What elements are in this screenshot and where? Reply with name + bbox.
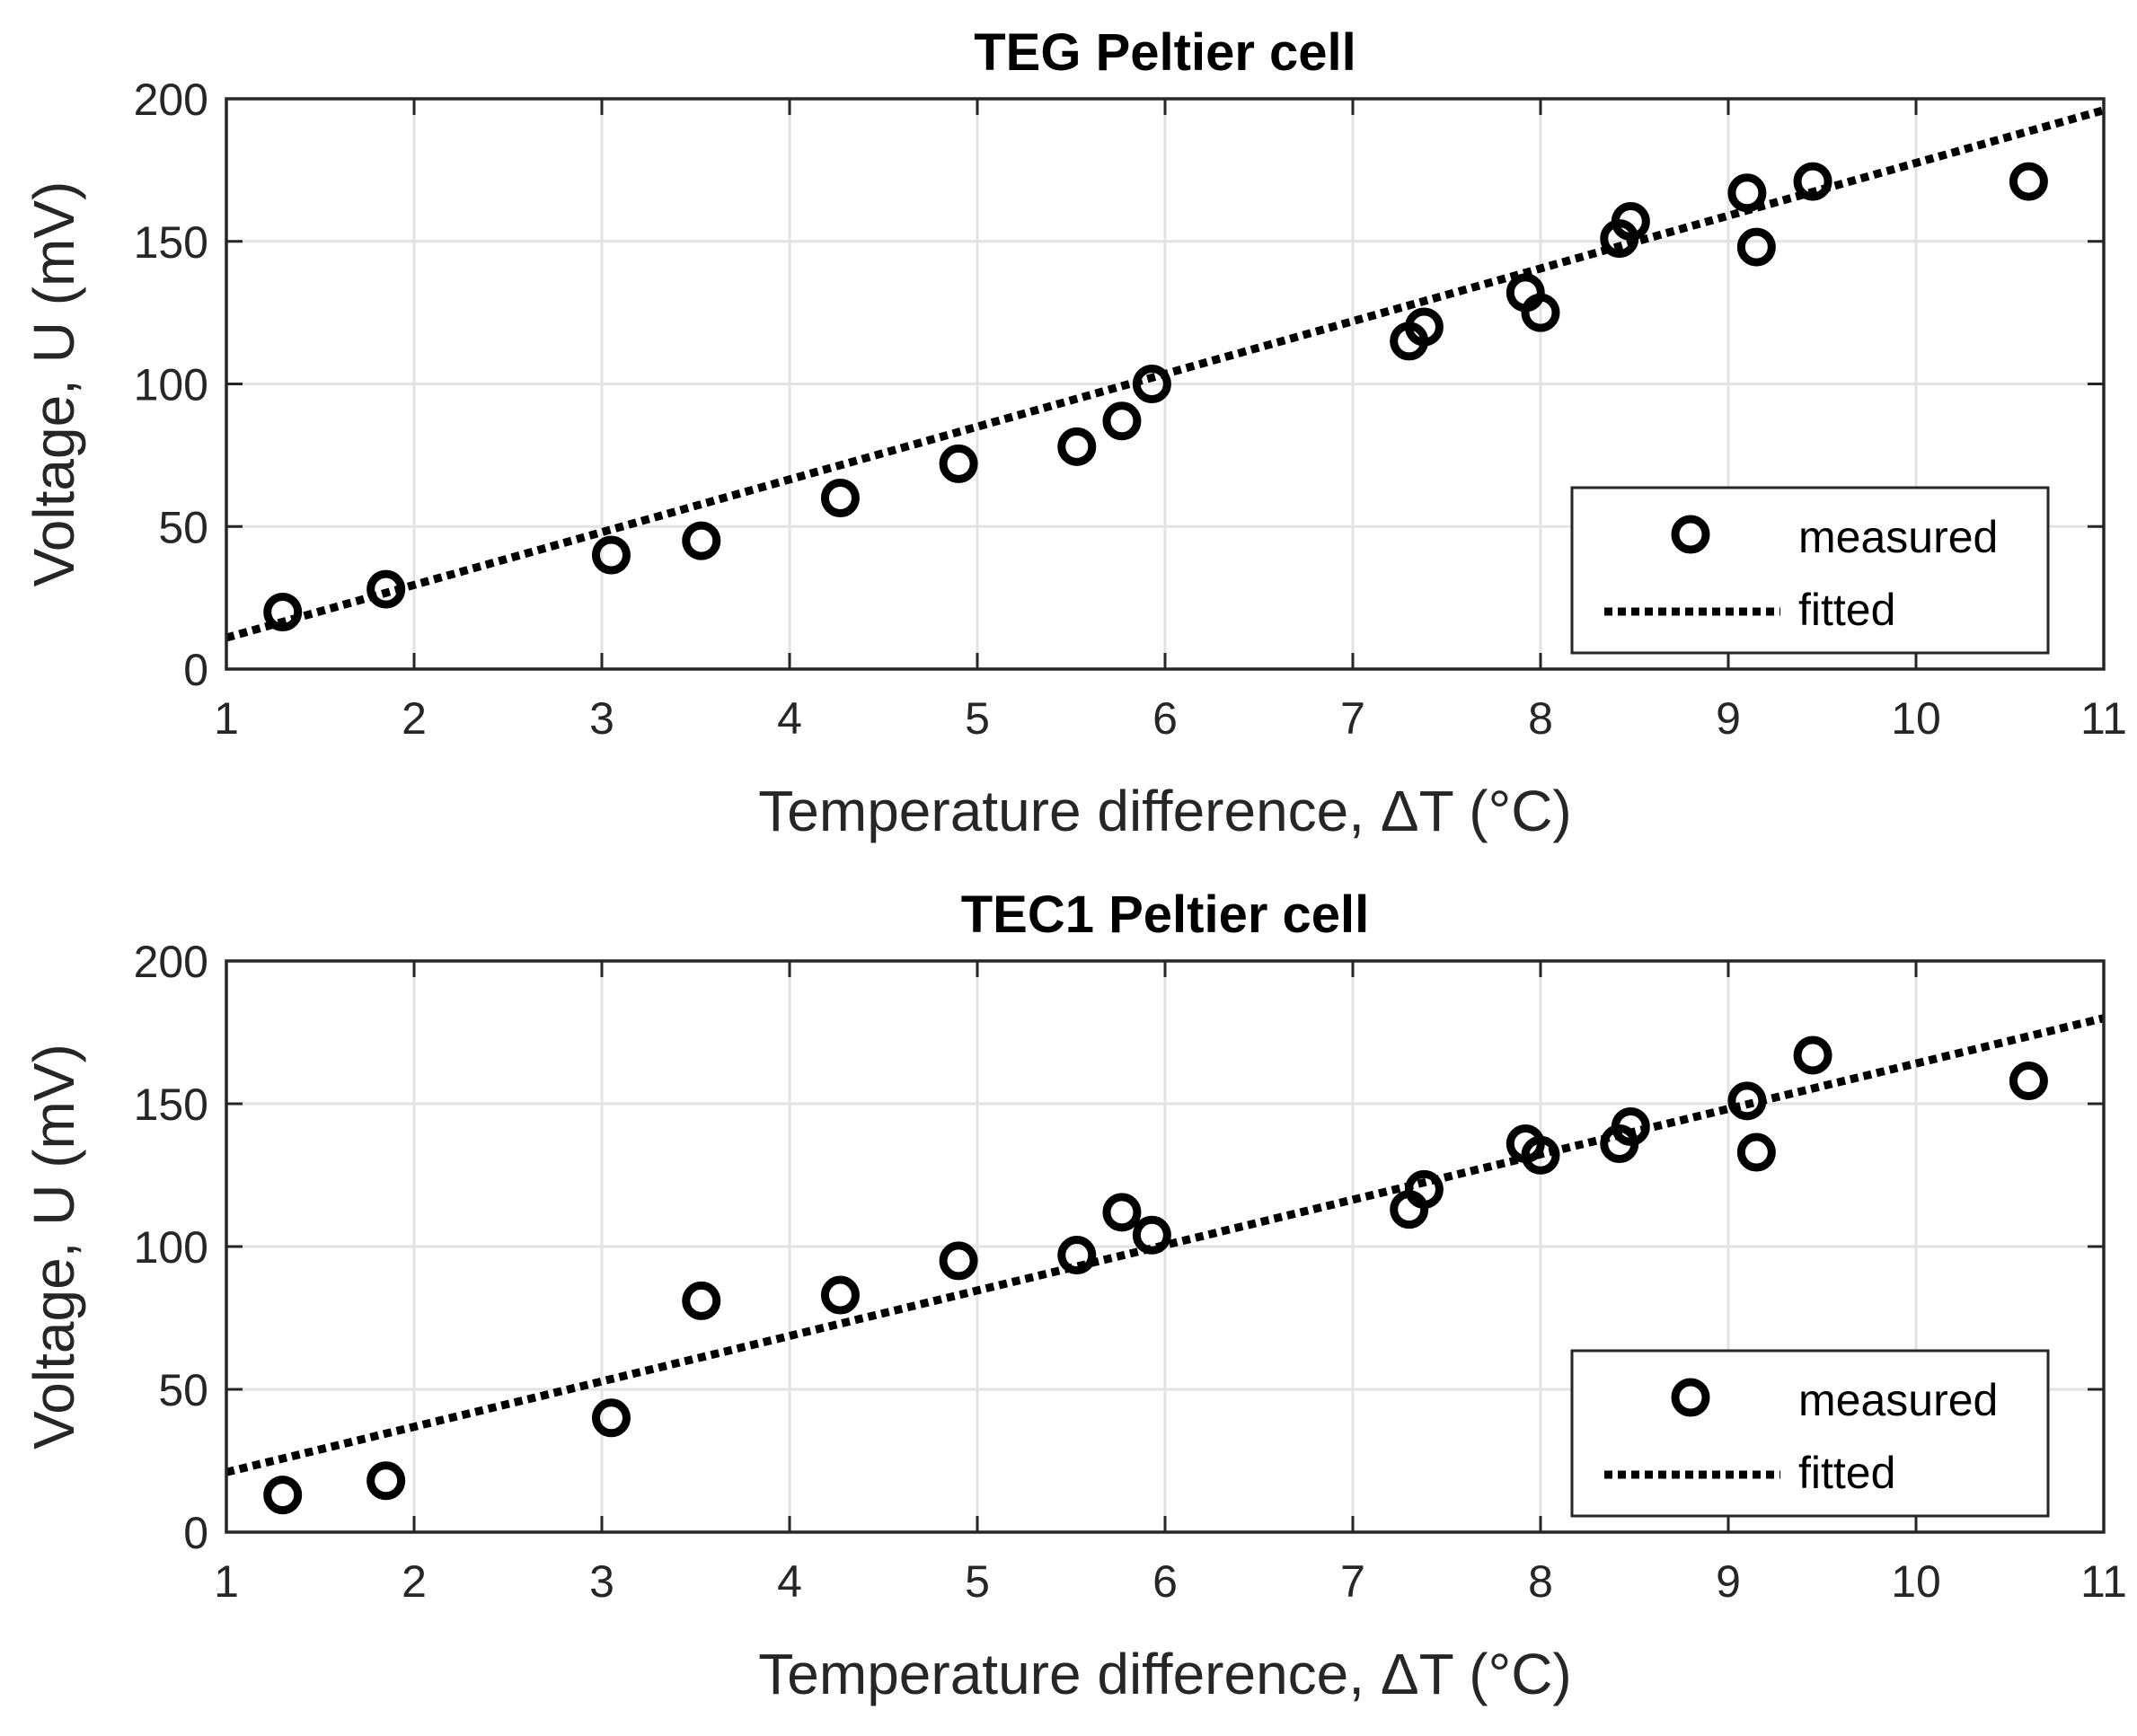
- chart-1-measured-point-10: [1404, 307, 1444, 347]
- chart-2-xtick-label-2: 3: [589, 1556, 614, 1607]
- chart-1-measured-point-7: [1102, 401, 1142, 441]
- chart-2-measured-point-4: [820, 1275, 860, 1315]
- chart-2-xtick-label-1: 2: [402, 1556, 427, 1607]
- chart-2-measured-point-16: [1736, 1132, 1776, 1172]
- chart-1-measured-point-1: [366, 569, 406, 609]
- chart-1-xtick-label-8: 9: [1716, 693, 1741, 744]
- chart-2-xtick-label-3: 4: [777, 1556, 802, 1607]
- chart-1-legend-marker-icon: [1671, 515, 1710, 554]
- chart-1-measured-point-12: [1521, 293, 1560, 332]
- chart-2-xtick-label-0: 1: [214, 1556, 239, 1607]
- chart-2-measured-point-12: [1521, 1135, 1560, 1175]
- chart-2-measured-point-8: [1132, 1215, 1171, 1255]
- chart-2-xtick-label-8: 9: [1716, 1556, 1741, 1607]
- chart-2-title: TEC1 Peltier cell: [961, 886, 1370, 944]
- chart-2-xtick-label-9: 10: [1891, 1556, 1941, 1607]
- chart-1-ytick-label-4: 200: [134, 75, 208, 125]
- chart-2-ylabel: Voltage, U (mV): [22, 1044, 86, 1450]
- chart-1-measured-point-5: [939, 444, 978, 483]
- chart-2-xtick-label-7: 8: [1528, 1556, 1553, 1607]
- chart-2-xtick-label-10: 11: [2080, 1556, 2127, 1607]
- chart-1-xtick-label-10: 11: [2080, 693, 2127, 744]
- chart-2-measured-point-3: [682, 1281, 721, 1320]
- chart-2-legend-fitted-label: fitted: [1798, 1448, 1895, 1498]
- chart-1-measured-point-18: [2009, 162, 2048, 201]
- chart-2-xtick-label-6: 7: [1340, 1556, 1365, 1607]
- chart-1-measured-point-6: [1057, 427, 1097, 466]
- chart-1-measured-point-15: [1727, 173, 1767, 213]
- chart-2-xtick-label-4: 5: [965, 1556, 990, 1607]
- chart-1-measured-point-14: [1611, 202, 1650, 242]
- chart-2-measured-point-7: [1102, 1193, 1142, 1232]
- chart-1-measured-point-2: [591, 535, 631, 575]
- chart-1-xtick-label-6: 7: [1340, 693, 1365, 744]
- chart-2-measured-point-0: [263, 1476, 303, 1515]
- chart-2-measured-point-5: [939, 1241, 978, 1281]
- chart-1-measured-point-17: [1793, 162, 1832, 201]
- chart-1-measured-point-3: [682, 521, 721, 560]
- chart-2-axes-frame: [225, 959, 2106, 1534]
- chart-1-measured-point-4: [820, 479, 860, 517]
- chart-2-xlabel: Temperature difference, ΔT (°C): [758, 1642, 1571, 1706]
- chart-1-xtick-label-0: 1: [214, 693, 239, 744]
- chart-1-legend-box: [1570, 486, 2050, 655]
- chart-1-xlabel: Temperature difference, ΔT (°C): [758, 779, 1571, 843]
- chart-1-ytick-label-1: 50: [158, 502, 208, 552]
- chart-2-measured-point-2: [591, 1398, 631, 1438]
- chart-1-xtick-label-5: 6: [1152, 693, 1178, 744]
- chart-2-ytick-label-3: 150: [134, 1079, 208, 1130]
- chart-2-legend-marker-icon: [1671, 1378, 1710, 1417]
- chart-1-ytick-label-3: 150: [134, 217, 208, 268]
- chart-2-measured-point-6: [1057, 1236, 1097, 1275]
- chart-2-ytick-label-2: 100: [134, 1222, 208, 1273]
- chart-2-measured-point-1: [366, 1461, 406, 1501]
- chart-1-xtick-label-2: 3: [589, 693, 614, 744]
- chart-1-title: TEG Peltier cell: [974, 23, 1356, 82]
- chart-1-xtick-label-1: 2: [402, 693, 427, 744]
- chart-2-measured-point-17: [1793, 1035, 1832, 1075]
- chart-2-fitted-line: [226, 1014, 2104, 1476]
- chart-1-ylabel: Voltage, U (mV): [22, 181, 86, 587]
- chart-1-measured-point-0: [263, 593, 303, 631]
- chart-1-measured-point-16: [1736, 227, 1776, 267]
- chart-2-ytick-label-4: 200: [134, 937, 208, 987]
- chart-2-legend-measured-label: measured: [1798, 1375, 1998, 1425]
- chart-1-xtick-label-3: 4: [777, 693, 802, 744]
- chart-2-measured-point-10: [1404, 1169, 1444, 1209]
- chart-1-ytick-label-2: 100: [134, 360, 208, 410]
- chart-2-ytick-label-0: 0: [183, 1508, 208, 1558]
- chart-1-legend: measured fitted: [1570, 486, 2050, 655]
- chart-2-ytick-label-1: 50: [158, 1365, 208, 1415]
- chart-2-measured-point-15: [1727, 1081, 1767, 1121]
- chart-1-axes-frame: [225, 97, 2106, 671]
- chart-1-xtick-label-7: 8: [1528, 693, 1553, 744]
- chart-1-xtick-label-9: 10: [1891, 693, 1941, 744]
- chart-2-xtick-label-5: 6: [1152, 1556, 1178, 1607]
- chart-2-legend-box: [1570, 1349, 2050, 1518]
- chart-1-xtick-label-4: 5: [965, 693, 990, 744]
- chart-1-measured-point-8: [1132, 365, 1171, 403]
- chart-2-measured-point-18: [2009, 1062, 2048, 1101]
- chart-1-legend-measured-label: measured: [1798, 512, 1998, 562]
- chart-2-measured-point-14: [1611, 1106, 1650, 1146]
- chart-2-series-group: [226, 1014, 2104, 1476]
- chart-1-ytick-label-0: 0: [183, 645, 208, 695]
- chart-1-legend-fitted-label: fitted: [1798, 585, 1895, 635]
- chart-2: 1 2 3 4 5 6 7 8 9 10 11 0 50 100 150 200 TEC1 Peltier ce…: [22, 886, 2127, 1706]
- chart-1: 1 2 3 4 5 6 7 8 9 10 11 0 50 100 150 200 TEG Peltier cel…: [22, 23, 2127, 843]
- chart-2-legend: measured fitted: [1570, 1349, 2050, 1518]
